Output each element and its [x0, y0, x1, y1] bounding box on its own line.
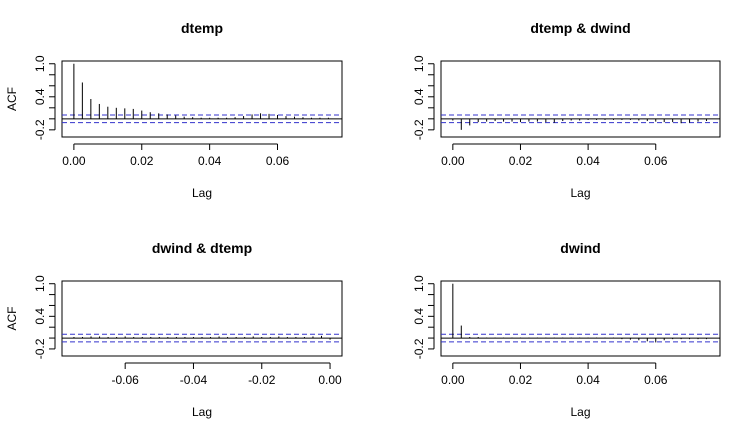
x-tick-label: -0.04 [180, 373, 208, 387]
y-tick-label: 0.4 [33, 308, 47, 325]
x-tick-label: 0.00 [62, 154, 86, 168]
acf-panel-1: dtemp 0.00 0.02 0.04 0.06 -0.2 0.4 1.0 Lag ACF [5, 20, 343, 200]
y-tick-label: 1.0 [412, 275, 426, 292]
x-tick-label: 0.06 [266, 154, 290, 168]
panel-title: dwind & dtemp [152, 240, 252, 256]
x-tick-label: 0.04 [576, 373, 600, 387]
acf-panel-4: dwind 0.00 0.02 0.04 0.06 -0.2 0.4 1.0 Lag [412, 240, 721, 419]
y-tick-label: 1.0 [412, 55, 426, 72]
y-tick-label: -0.2 [412, 338, 426, 359]
x-axis-label: Lag [192, 405, 212, 419]
y-tick-label: -0.2 [33, 119, 47, 140]
y-axis-label: ACF [5, 87, 19, 111]
x-tick-label: 0.02 [509, 154, 533, 168]
acf-panel-2: dtemp & dwind 0.00 0.02 0.04 0.06 -0.2 0.4 1.0 L… [412, 20, 721, 200]
y-tick-label: -0.2 [33, 338, 47, 359]
plot-frame [440, 280, 721, 357]
y-tick-label: 0.4 [33, 88, 47, 105]
x-tick-label: 0.00 [441, 373, 465, 387]
y-tick-label: 1.0 [33, 275, 47, 292]
x-tick-label: 0.06 [644, 154, 668, 168]
x-axis-label: Lag [570, 405, 590, 419]
x-tick-label: 0.04 [576, 154, 600, 168]
acf-panel-3: dwind & dtemp -0.06 -0.04 -0.02 0.00 -0.2 0.4 1… [5, 240, 343, 419]
plot-frame [61, 280, 343, 357]
panel-title: dtemp [181, 20, 223, 36]
x-tick-label: 0.06 [644, 373, 668, 387]
y-tick-label: 0.4 [412, 88, 426, 105]
y-tick-label: -0.2 [412, 119, 426, 140]
plot-frame [61, 60, 343, 138]
x-tick-label: -0.02 [248, 373, 276, 387]
y-tick-label: 0.4 [412, 308, 426, 325]
y-tick-label: 1.0 [33, 55, 47, 72]
x-tick-label: -0.06 [111, 373, 139, 387]
x-axis-label: Lag [192, 186, 212, 200]
x-tick-label: 0.00 [318, 373, 342, 387]
x-tick-label: 0.02 [509, 373, 533, 387]
panel-title: dwind [560, 240, 600, 256]
x-tick-label: 0.00 [441, 154, 465, 168]
x-tick-label: 0.02 [130, 154, 154, 168]
x-tick-label: 0.04 [198, 154, 222, 168]
plot-frame [440, 60, 721, 138]
x-axis-label: Lag [570, 186, 590, 200]
panel-title: dtemp & dwind [530, 20, 630, 36]
y-axis-label: ACF [5, 307, 19, 331]
